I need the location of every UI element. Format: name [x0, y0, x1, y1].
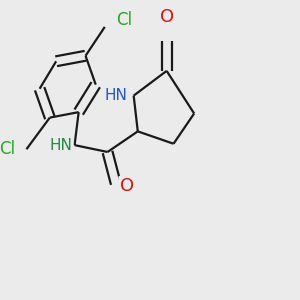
Text: Cl: Cl	[0, 140, 15, 158]
Text: HN: HN	[104, 88, 127, 103]
Text: Cl: Cl	[116, 11, 132, 29]
Text: HN: HN	[50, 138, 72, 153]
Text: O: O	[160, 8, 174, 26]
Text: O: O	[120, 177, 134, 195]
